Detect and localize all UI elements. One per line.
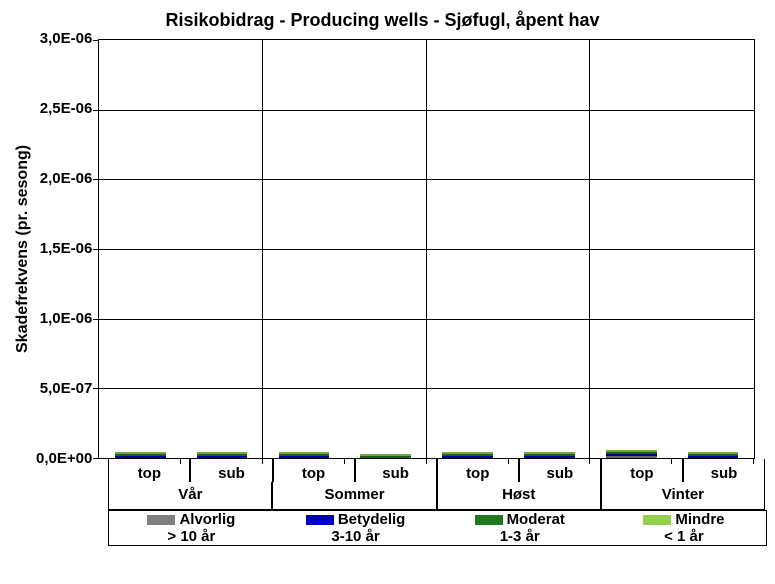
bar-segment-betydelig bbox=[688, 456, 739, 458]
x-season-label: Vinter bbox=[601, 482, 765, 510]
y-tick-mark bbox=[93, 249, 99, 250]
chart-title: Risikobidrag - Producing wells - Sjøfugl… bbox=[10, 10, 755, 31]
plot-area bbox=[98, 39, 755, 459]
legend-swatch bbox=[147, 515, 175, 525]
legend-swatch bbox=[475, 515, 503, 525]
bar-segment-betydelig bbox=[442, 456, 493, 458]
x-season-label: Sommer bbox=[272, 482, 436, 510]
gridline bbox=[99, 249, 754, 250]
stacked-bar bbox=[442, 452, 493, 458]
legend-label: Alvorlig bbox=[179, 511, 235, 528]
bar-segment-betydelig bbox=[524, 456, 575, 458]
y-tick-mark bbox=[93, 458, 99, 459]
bar-segment-betydelig bbox=[279, 456, 330, 458]
legend-swatch bbox=[643, 515, 671, 525]
gridline bbox=[99, 110, 754, 111]
gridline bbox=[99, 179, 754, 180]
legend-label: Betydelig bbox=[338, 511, 406, 528]
gridline bbox=[99, 319, 754, 320]
x-sub-label: sub bbox=[190, 459, 272, 482]
gridline bbox=[99, 388, 754, 389]
legend-item: Moderat1-3 år bbox=[438, 511, 602, 545]
y-tick-mark bbox=[93, 40, 99, 41]
legend-label: Mindre bbox=[675, 511, 724, 528]
legend-sublabel: < 1 år bbox=[664, 528, 704, 545]
stacked-bar bbox=[524, 452, 575, 458]
x-sub-label: top bbox=[108, 459, 190, 482]
y-tick-mark bbox=[93, 388, 99, 389]
x-axis-season: VårSommerHøstVinter bbox=[108, 482, 765, 510]
legend-sublabel: 3-10 år bbox=[331, 528, 379, 545]
chart-container: Risikobidrag - Producing wells - Sjøfugl… bbox=[0, 0, 775, 584]
legend-item: Betydelig3-10 år bbox=[273, 511, 437, 545]
y-tick-mark bbox=[93, 179, 99, 180]
bar-segment-moderat bbox=[360, 456, 411, 458]
y-tick-mark bbox=[93, 110, 99, 111]
y-axis-label: Skadefrekvens (pr. sesong) bbox=[10, 39, 36, 459]
y-tick-mark bbox=[93, 319, 99, 320]
stacked-bar bbox=[360, 454, 411, 458]
legend-swatch bbox=[306, 515, 334, 525]
bar-segment-betydelig bbox=[197, 456, 248, 458]
legend-label: Moderat bbox=[507, 511, 565, 528]
legend-item: Mindre< 1 år bbox=[602, 511, 766, 545]
legend-sublabel: 1-3 år bbox=[500, 528, 540, 545]
legend: Alvorlig> 10 årBetydelig3-10 årModerat1-… bbox=[108, 510, 767, 546]
x-sub-label: sub bbox=[355, 459, 437, 482]
stacked-bar bbox=[279, 452, 330, 458]
x-sub-label: top bbox=[437, 459, 519, 482]
x-season-label: Høst bbox=[437, 482, 601, 510]
stacked-bar bbox=[606, 450, 657, 458]
stacked-bar bbox=[688, 452, 739, 458]
plot-wrap: Skadefrekvens (pr. sesong) 3,0E-062,5E-0… bbox=[10, 39, 755, 459]
y-axis: 3,0E-062,5E-062,0E-061,5E-061,0E-065,0E-… bbox=[36, 39, 98, 459]
x-season-label: Vår bbox=[108, 482, 272, 510]
stacked-bar bbox=[197, 452, 248, 458]
x-axis-sub: topsubtopsubtopsubtopsub bbox=[108, 459, 765, 482]
stacked-bar bbox=[115, 452, 166, 458]
legend-item: Alvorlig> 10 år bbox=[109, 511, 273, 545]
legend-sublabel: > 10 år bbox=[167, 528, 215, 545]
bar-segment-betydelig bbox=[115, 456, 166, 458]
x-sub-label: top bbox=[273, 459, 355, 482]
bar-segment-alvorlig bbox=[606, 456, 657, 458]
